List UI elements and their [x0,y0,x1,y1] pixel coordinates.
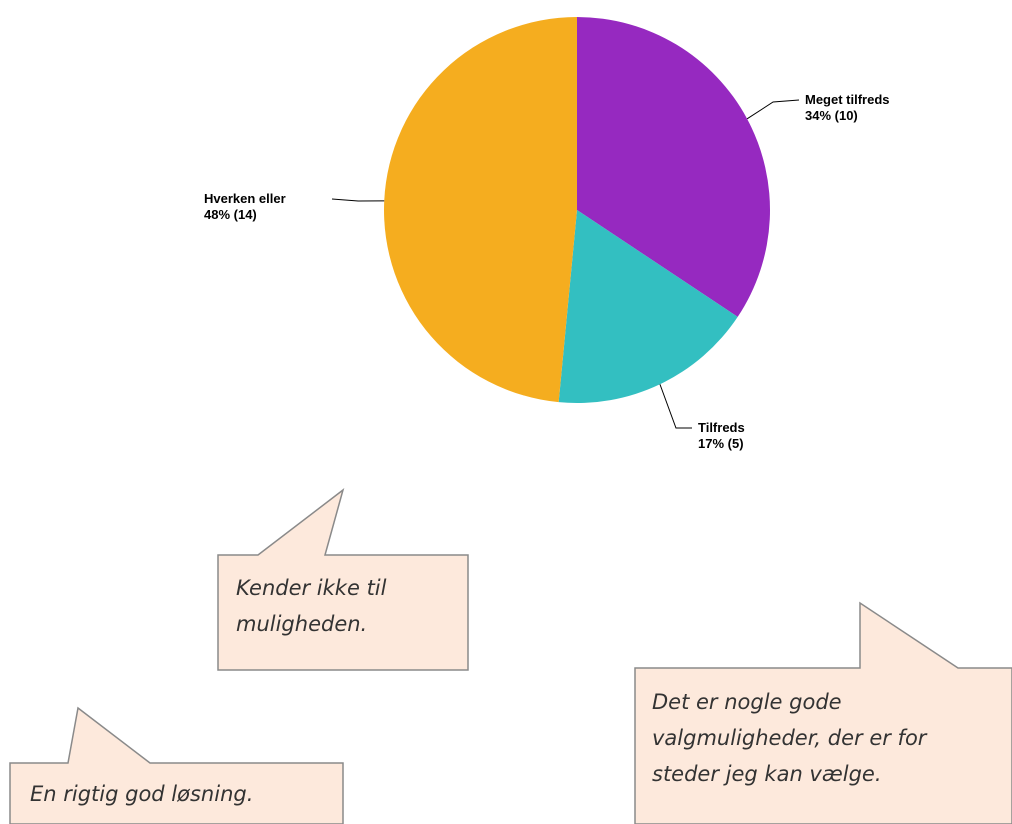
callout-box [9,706,344,824]
leader-line [659,384,692,429]
slice-label: Hverken eller [204,191,286,206]
slice-label: Tilfreds [698,420,745,435]
callout-text: Det er nogle gode valgmuligheder, der er… [652,690,927,786]
callout-text: En rigtig god løsning. [30,782,254,806]
pie-slice [384,17,577,403]
callout-box [217,488,469,671]
slice-value-label: 34% (10) [805,108,858,123]
slice-label: Meget tilfreds [805,92,890,107]
callout-box [634,601,1012,824]
slice-value-label: 48% (14) [204,207,257,222]
slice-value-label: 17% (5) [698,436,744,451]
pie-slice [558,210,738,403]
leader-line [746,99,800,120]
leader-line [331,198,385,202]
pie-slice [577,17,770,317]
callout-text: Kender ikke til muligheden. [236,576,387,636]
